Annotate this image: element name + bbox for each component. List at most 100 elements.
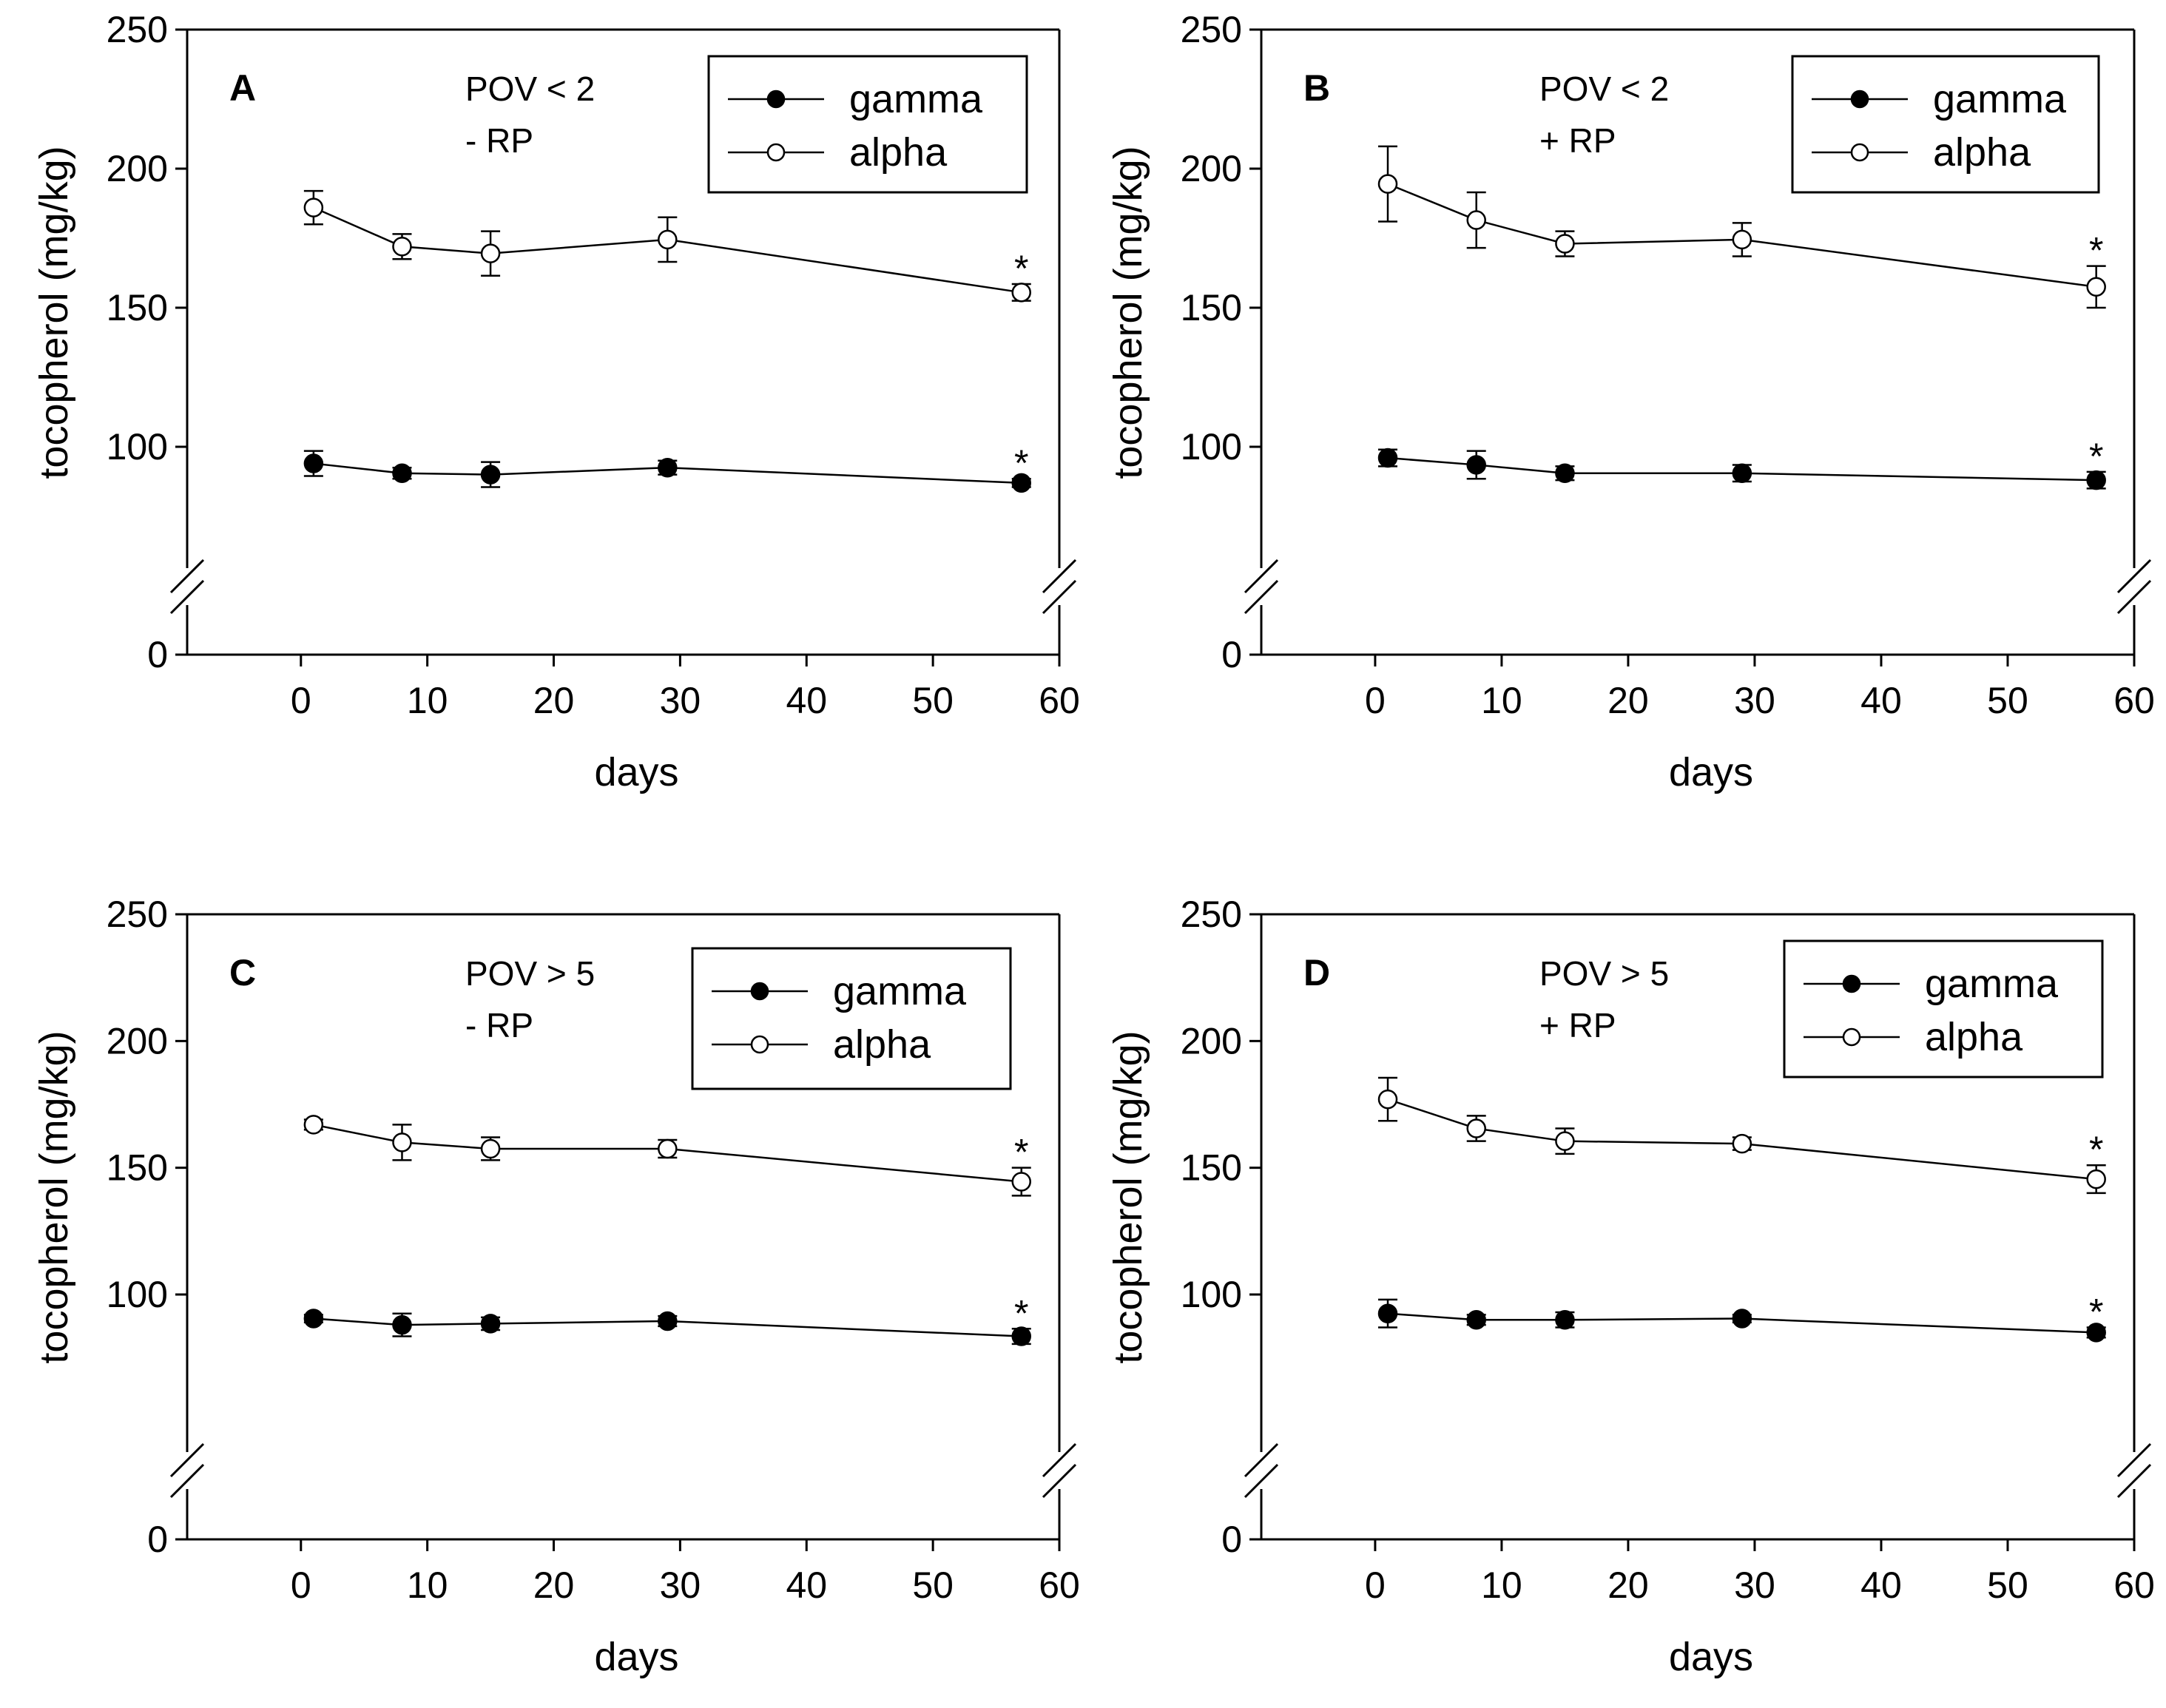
significance-marker-gamma-4: * [1014,442,1028,484]
x-tick-label-0: 0 [1365,680,1386,721]
data-point-alpha-3 [658,229,678,250]
data-point-gamma-1 [1466,455,1486,475]
legend-label-alpha: alpha [849,130,948,175]
data-point-gamma-4 [2086,470,2106,490]
y-tick-label-150: 150 [107,1147,168,1189]
condition-line-1: POV > 5 [465,954,595,993]
data-point-alpha-1 [392,237,412,257]
axis-break-mark-right-1 [1042,1442,1077,1478]
condition-line-1: POV < 2 [465,70,595,108]
axis-break-mark-left-2 [1244,579,1279,615]
x-tick-label-10: 10 [1481,680,1522,721]
legend-marker-alpha [766,143,786,162]
data-point-gamma-2 [480,1314,501,1334]
axis-break-mark-right-1 [2116,1442,2152,1478]
axis-break-mark-right-2 [2116,579,2152,615]
panel-label: C [229,952,256,993]
x-tick-label-50: 50 [912,680,954,721]
legend-box [1783,939,2104,1079]
x-tick-label-10: 10 [407,680,448,721]
legend-marker-alpha [750,1035,769,1054]
data-point-gamma-0 [1377,448,1398,468]
condition-line-2: + RP [1539,1006,1616,1044]
y-tick-label-0: 0 [147,634,168,675]
x-axis-title: days [594,750,678,794]
y-tick-label-0: 0 [1221,634,1242,675]
data-point-alpha-1 [1466,210,1486,230]
data-point-gamma-3 [658,1311,678,1331]
y-tick-label-100: 100 [107,426,168,467]
series-gamma: * [303,1292,1031,1346]
data-point-alpha-4 [2086,277,2106,297]
x-tick-label-10: 10 [407,1564,448,1606]
chart-panel-b: 0 100 150 200 250 0 10 20 30 40 50 60 days tocopherol… [1106,9,2155,794]
legend-marker-alpha [1850,143,1869,162]
axis-break-mark-left-1 [169,1442,205,1478]
series-gamma: * [303,442,1031,493]
axis-break-mark-left-2 [169,579,205,615]
axis-break-mark-right-1 [2116,558,2152,594]
x-axis-title: days [1669,1635,1753,1679]
y-tick-label-150: 150 [1181,287,1242,328]
data-point-alpha-2 [480,1138,501,1159]
x-tick-label-20: 20 [533,1564,575,1606]
condition-line-1: POV < 2 [1539,70,1669,108]
y-tick-label-250: 250 [107,9,168,50]
significance-marker-alpha-4: * [1014,248,1028,289]
data-point-alpha-3 [658,1138,678,1159]
y-tick-label-100: 100 [1181,426,1242,467]
y-tick-label-150: 150 [107,287,168,328]
legend-marker-gamma [1842,974,1861,993]
y-tick-label-250: 250 [1181,9,1242,50]
axis-break-mark-right-2 [1042,579,1077,615]
y-axis-title: tocopherol (mg/kg) [1106,146,1150,479]
legend-box [707,55,1028,194]
x-axis-title: days [594,1635,678,1679]
condition-line-1: POV > 5 [1539,954,1669,993]
legend: gamma alpha [1783,939,2104,1079]
data-point-alpha-2 [480,243,501,263]
x-tick-label-40: 40 [786,1564,827,1606]
data-point-alpha-1 [392,1133,412,1152]
x-tick-label-50: 50 [912,1564,954,1606]
x-tick-label-50: 50 [1987,1564,2028,1606]
series-gamma: * [1377,1292,2106,1343]
y-tick-label-200: 200 [107,1020,168,1061]
legend-marker-alpha [1842,1027,1861,1047]
y-tick-label-0: 0 [1221,1519,1242,1560]
axis-break-mark-left-1 [1244,1442,1279,1478]
data-point-alpha-4 [1011,1172,1031,1192]
chart-panel-a: 0 100 150 200 250 0 10 20 30 40 50 60 days tocopherol… [32,9,1080,794]
data-point-gamma-1 [392,463,412,483]
chart-panel-d: 0 100 150 200 250 0 10 20 30 40 50 60 days tocopherol… [1106,894,2155,1679]
data-point-gamma-3 [1732,1309,1752,1329]
significance-marker-gamma-4: * [1014,1292,1028,1334]
legend: gamma alpha [691,947,1012,1090]
series-alpha: * [1377,145,2106,309]
legend-label-gamma: gamma [1933,77,2067,121]
data-point-gamma-4 [1011,473,1031,493]
significance-marker-gamma-4: * [2089,436,2103,477]
data-point-alpha-4 [1011,283,1031,303]
significance-marker-alpha-4: * [2089,1129,2103,1170]
data-point-alpha-1 [1466,1118,1486,1138]
y-tick-label-0: 0 [147,1519,168,1560]
data-point-alpha-0 [1377,1089,1398,1110]
legend-label-alpha: alpha [833,1022,931,1067]
data-point-gamma-4 [1011,1326,1031,1346]
x-tick-label-0: 0 [1365,1564,1386,1606]
x-tick-label-40: 40 [1860,680,1902,721]
y-axis-title: tocopherol (mg/kg) [1106,1030,1150,1363]
data-point-alpha-2 [1555,1131,1575,1151]
axis-break-mark-right-1 [1042,558,1077,594]
data-point-gamma-2 [480,465,501,485]
data-point-gamma-3 [1732,463,1752,483]
data-point-gamma-2 [1555,463,1575,483]
data-point-alpha-2 [1555,234,1575,254]
data-point-alpha-4 [2086,1169,2106,1189]
data-point-gamma-1 [392,1314,412,1335]
series-alpha: * [1377,1076,2106,1195]
legend-marker-gamma [1850,90,1869,109]
x-tick-label-30: 30 [1734,680,1775,721]
